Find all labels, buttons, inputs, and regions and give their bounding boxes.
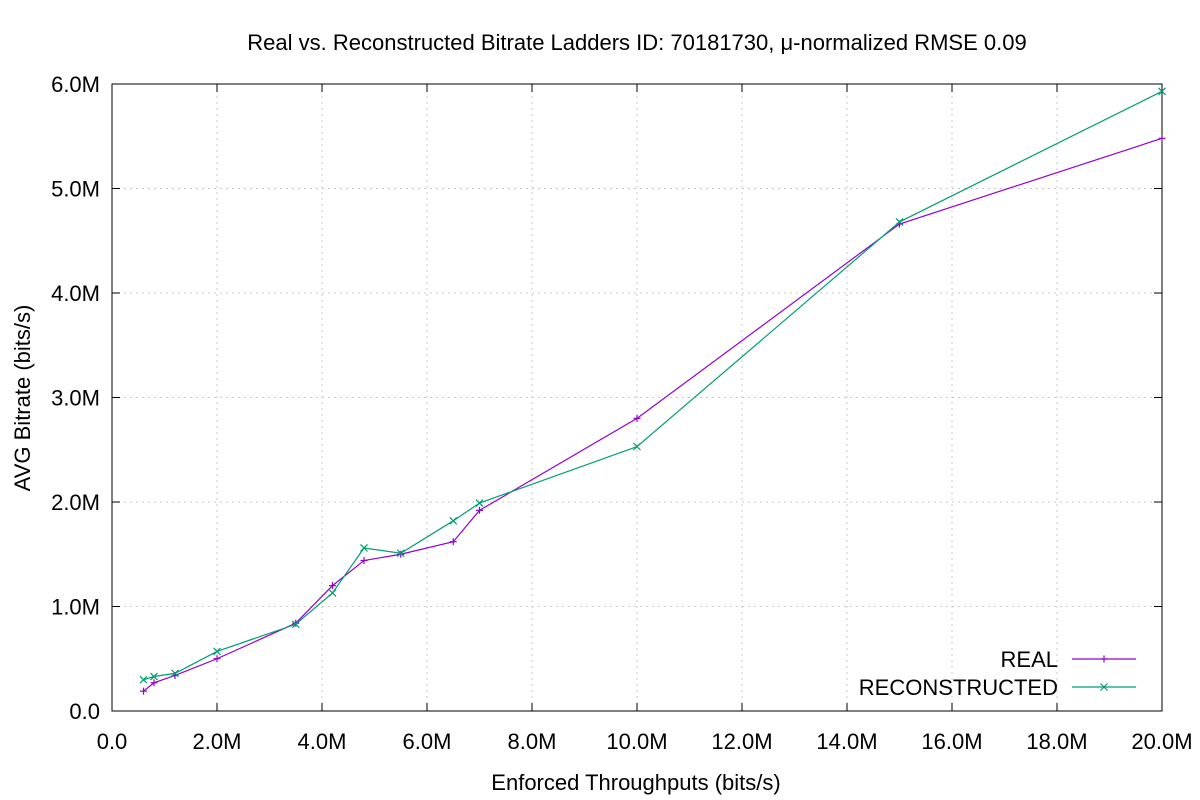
y-tick-label: 5.0M [51,177,100,202]
data-point-reconstructed [139,675,148,684]
data-point-real [633,414,641,422]
data-point-reconstructed [1158,87,1166,96]
data-point-real [397,550,405,558]
x-tick-label: 16.0M [921,729,982,754]
data-point-reconstructed [475,499,484,507]
data-point-reconstructed [328,588,337,597]
data-point-real [360,557,368,565]
data-point-real [140,687,147,695]
data-point-real [476,506,483,514]
legend-marker-reconstructed [1100,683,1108,691]
y-tick-label: 2.0M [51,490,100,515]
data-point-reconstructed [360,544,368,552]
x-tick-label: 10.0M [606,729,667,754]
legend-point-real [1100,655,1108,663]
legend-point-reconstructed [1100,683,1108,691]
x-tick-label: 18.0M [1026,729,1087,754]
grid-lines [112,84,1162,711]
x-tick-label: 2.0M [193,729,242,754]
data-point-reconstructed [291,620,300,629]
data-point-reconstructed [895,218,904,226]
x-axis-label: Enforced Throughputs (bits/s) [491,770,780,795]
legend: REAL RECONSTRUCTED [859,647,1136,700]
data-point-reconstructed [213,647,221,656]
data-point-reconstructed [150,672,158,681]
data-point-reconstructed [396,549,405,558]
data-point-reconstructed [171,669,179,678]
data-point-real [213,655,221,663]
series-line-real [143,137,1163,692]
x-tick-label: 4.0M [298,729,347,754]
series-reconstructed [139,87,1166,684]
x-tick-label: 8.0M [508,729,557,754]
x-tick-label: 12.0M [711,729,772,754]
y-tick-label: 4.0M [51,281,100,306]
data-point-real [329,582,336,590]
data-series [139,87,1166,695]
series-real [140,134,1166,695]
legend-marker-real [1100,655,1108,663]
x-tick-label: 14.0M [816,729,877,754]
data-point-real [150,679,158,687]
y-tick-label: 0.0 [69,699,100,724]
y-tick-label: 6.0M [51,72,100,97]
y-axis-label: AVG Bitrate (bits/s) [10,305,35,492]
data-point-reconstructed [633,442,641,451]
x-tick-label: 0.0 [97,729,128,754]
legend-label-real: REAL [1001,647,1058,672]
data-point-real [449,538,457,546]
legend-label-reconstructed: RECONSTRUCTED [859,675,1058,700]
y-tick-label: 3.0M [51,386,100,411]
chart-title: Real vs. Reconstructed Bitrate Ladders I… [247,30,1026,55]
x-tick-label: 6.0M [403,729,452,754]
series-line-reconstructed [143,90,1163,681]
axis-ticks: 0.0 2.0M 4.0M 6.0M 8.0M 10.0M 12.0M 14.0M 16.0M 1… [51,72,1193,754]
data-point-real [1158,134,1166,142]
data-point-reconstructed [449,516,458,525]
x-tick-label: 20.0M [1131,729,1192,754]
data-point-real [292,619,300,627]
y-tick-label: 1.0M [51,595,100,620]
